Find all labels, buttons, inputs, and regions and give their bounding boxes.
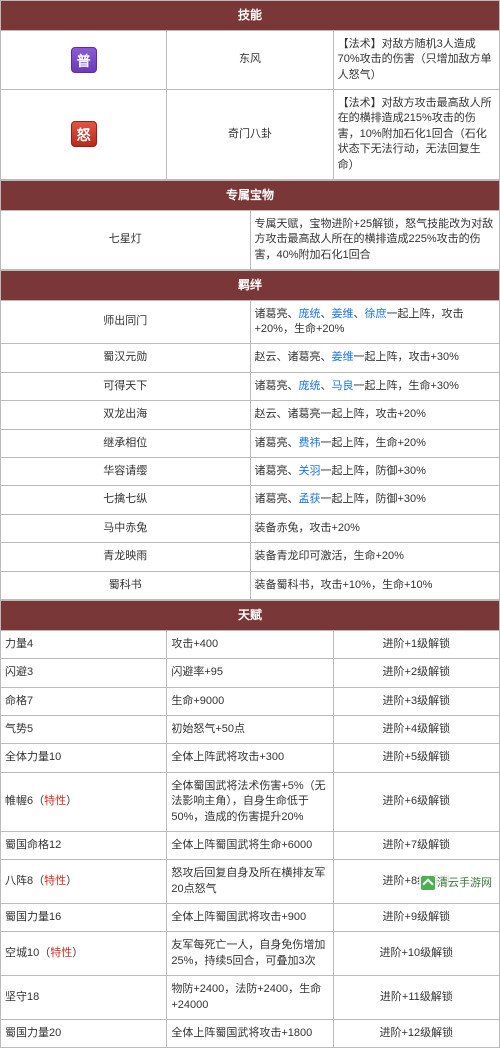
treasure-desc: 专属天赋，宝物进阶+25解锁，怒气技能改为对敌方攻击最高敌人所在的横排造成225… <box>250 210 500 269</box>
special-tag: 特性 <box>44 795 66 807</box>
talent-desc: 怒攻后回复自身及所在横排友军20点怒气 <box>167 860 333 904</box>
skill-desc: 【法术】对敌方随机3人造成70%攻击的伤害（只增加敌方单人怒气） <box>333 30 499 89</box>
talent-unlock: 进阶+9级解锁 <box>333 904 499 932</box>
hero-link[interactable]: 孟获 <box>299 493 321 505</box>
talent-name: 蜀国力量20 <box>1 1020 167 1048</box>
talent-unlock: 进阶+10级解锁 <box>333 932 499 976</box>
talent-name: 蜀国命格12 <box>1 831 167 859</box>
talent-name: 闪避3 <box>1 659 167 687</box>
bond-name: 七擒七纵 <box>1 486 251 514</box>
hero-link[interactable]: 费祎 <box>299 437 321 449</box>
bonds-header: 羁绊 <box>1 270 500 300</box>
talent-desc: 闪避率+95 <box>167 659 333 687</box>
talent-desc: 生命+9000 <box>167 687 333 715</box>
talent-name: 八阵8（特性） <box>1 860 167 904</box>
talent-desc: 物防+2400，法防+2400，生命+24000 <box>167 976 333 1020</box>
treasure-table: 专属宝物 七星灯 专属天赋，宝物进阶+25解锁，怒气技能改为对敌方攻击最高敌人所… <box>0 180 500 270</box>
talent-unlock: 进阶+1级解锁 <box>333 630 499 658</box>
talent-name: 全体力量10 <box>1 744 167 772</box>
bond-name: 蜀科书 <box>1 571 251 599</box>
talent-desc: 攻击+400 <box>167 630 333 658</box>
hero-link[interactable]: 姜维 <box>332 351 354 363</box>
bonds-table: 羁绊 师出同门诸葛亮、庞统、姜维、徐庶一起上阵，攻击+20%，生命+20%蜀汉元… <box>0 270 500 600</box>
bond-desc: 赵云、诸葛亮一起上阵，攻击+20% <box>250 401 500 429</box>
talent-unlock: 进阶+12级解锁 <box>333 1020 499 1048</box>
bond-desc: 诸葛亮、费祎一起上阵，生命+20% <box>250 429 500 457</box>
bond-name: 可得天下 <box>1 372 251 400</box>
bond-name: 双龙出海 <box>1 401 251 429</box>
skill-name: 奇门八卦 <box>167 89 333 179</box>
site-name: 清云手游网 <box>437 877 492 889</box>
bond-desc: 赵云、诸葛亮、姜维一起上阵，攻击+30% <box>250 344 500 372</box>
special-tag: 特性 <box>44 875 66 887</box>
bond-desc: 装备赤兔，攻击+20% <box>250 514 500 542</box>
skill-icon-cell: 普 <box>1 30 167 89</box>
bond-desc: 诸葛亮、庞统、马良一起上阵，生命+30% <box>250 372 500 400</box>
bond-name: 继承相位 <box>1 429 251 457</box>
talent-desc: 友军每死亡一人，自身免伤增加25%，持续5回合，可叠加3次 <box>167 932 333 976</box>
hero-link[interactable]: 关羽 <box>299 465 321 477</box>
skill-type-icon: 怒 <box>71 121 97 147</box>
bond-desc: 诸葛亮、关羽一起上阵，防御+30% <box>250 458 500 486</box>
talent-desc: 全体上阵蜀国武将攻击+1800 <box>167 1020 333 1048</box>
talent-name: 空城10（特性） <box>1 932 167 976</box>
skill-icon-cell: 怒 <box>1 89 167 179</box>
talent-name: 帷幄6（特性） <box>1 772 167 831</box>
talent-unlock: 进阶+2级解锁 <box>333 659 499 687</box>
talent-unlock: 进阶+11级解锁 <box>333 976 499 1020</box>
hero-link[interactable]: 徐庶 <box>365 308 387 320</box>
bond-desc: 装备蜀科书，攻击+10%，生命+10% <box>250 571 500 599</box>
bond-name: 蜀汉元勋 <box>1 344 251 372</box>
hero-link[interactable]: 庞统 <box>299 380 321 392</box>
talent-desc: 全体上阵蜀国武将攻击+900 <box>167 904 333 932</box>
skill-desc: 【法术】对敌方攻击最高敌人所在的横排造成215%攻击的伤害，10%附加石化1回合… <box>333 89 499 179</box>
skills-header: 技能 <box>1 1 500 31</box>
talent-name: 蜀国力量16 <box>1 904 167 932</box>
talent-name: 气势5 <box>1 715 167 743</box>
hero-link[interactable]: 庞统 <box>299 308 321 320</box>
treasure-header: 专属宝物 <box>1 180 500 210</box>
talent-unlock: 进阶+3级解锁 <box>333 687 499 715</box>
talent-unlock: 进阶+4级解锁 <box>333 715 499 743</box>
skill-name: 东风 <box>167 30 333 89</box>
skills-table: 技能 普 东风【法术】对敌方随机3人造成70%攻击的伤害（只增加敌方单人怒气） 怒 奇… <box>0 0 500 180</box>
talents-header: 天赋 <box>1 600 500 630</box>
bond-name: 青龙映雨 <box>1 543 251 571</box>
talent-desc: 全体上阵武将攻击+300 <box>167 744 333 772</box>
bond-desc: 诸葛亮、孟获一起上阵，防御+30% <box>250 486 500 514</box>
talent-name: 力量4 <box>1 630 167 658</box>
talent-desc: 全体蜀国武将法术伤害+5%（无法影响主角），自身生命低于50%，造成的伤害提升2… <box>167 772 333 831</box>
bond-name: 华容请缨 <box>1 458 251 486</box>
talent-unlock: 进阶+5级解锁 <box>333 744 499 772</box>
talent-name: 命格7 <box>1 687 167 715</box>
hero-link[interactable]: 马良 <box>332 380 354 392</box>
bond-name: 马中赤兔 <box>1 514 251 542</box>
talents-table: 天赋 力量4攻击+400进阶+1级解锁闪避3闪避率+95进阶+2级解锁命格7生命… <box>0 600 500 1048</box>
hero-link[interactable]: 姜维 <box>332 308 354 320</box>
site-watermark: 清云手游网 <box>419 873 494 891</box>
talent-desc: 初始怒气+50点 <box>167 715 333 743</box>
bond-desc: 装备青龙印可激活，生命+20% <box>250 543 500 571</box>
talent-unlock: 进阶+6级解锁 <box>333 772 499 831</box>
talent-desc: 全体上阵蜀国武将生命+6000 <box>167 831 333 859</box>
special-tag: 特性 <box>50 947 72 959</box>
skill-type-icon: 普 <box>71 47 97 73</box>
talent-unlock: 进阶+7级解锁 <box>333 831 499 859</box>
bond-name: 师出同门 <box>1 300 251 344</box>
treasure-name: 七星灯 <box>1 210 251 269</box>
talent-name: 坚守18 <box>1 976 167 1020</box>
site-logo-icon <box>421 876 435 890</box>
bond-desc: 诸葛亮、庞统、姜维、徐庶一起上阵，攻击+20%，生命+20% <box>250 300 500 344</box>
